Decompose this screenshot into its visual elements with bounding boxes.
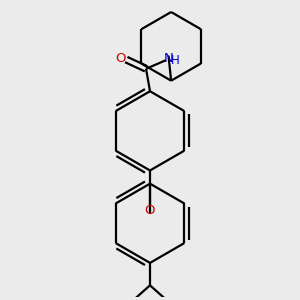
Text: O: O bbox=[145, 204, 155, 217]
Text: O: O bbox=[115, 52, 125, 65]
Text: H: H bbox=[171, 54, 180, 67]
Text: N: N bbox=[164, 52, 173, 65]
